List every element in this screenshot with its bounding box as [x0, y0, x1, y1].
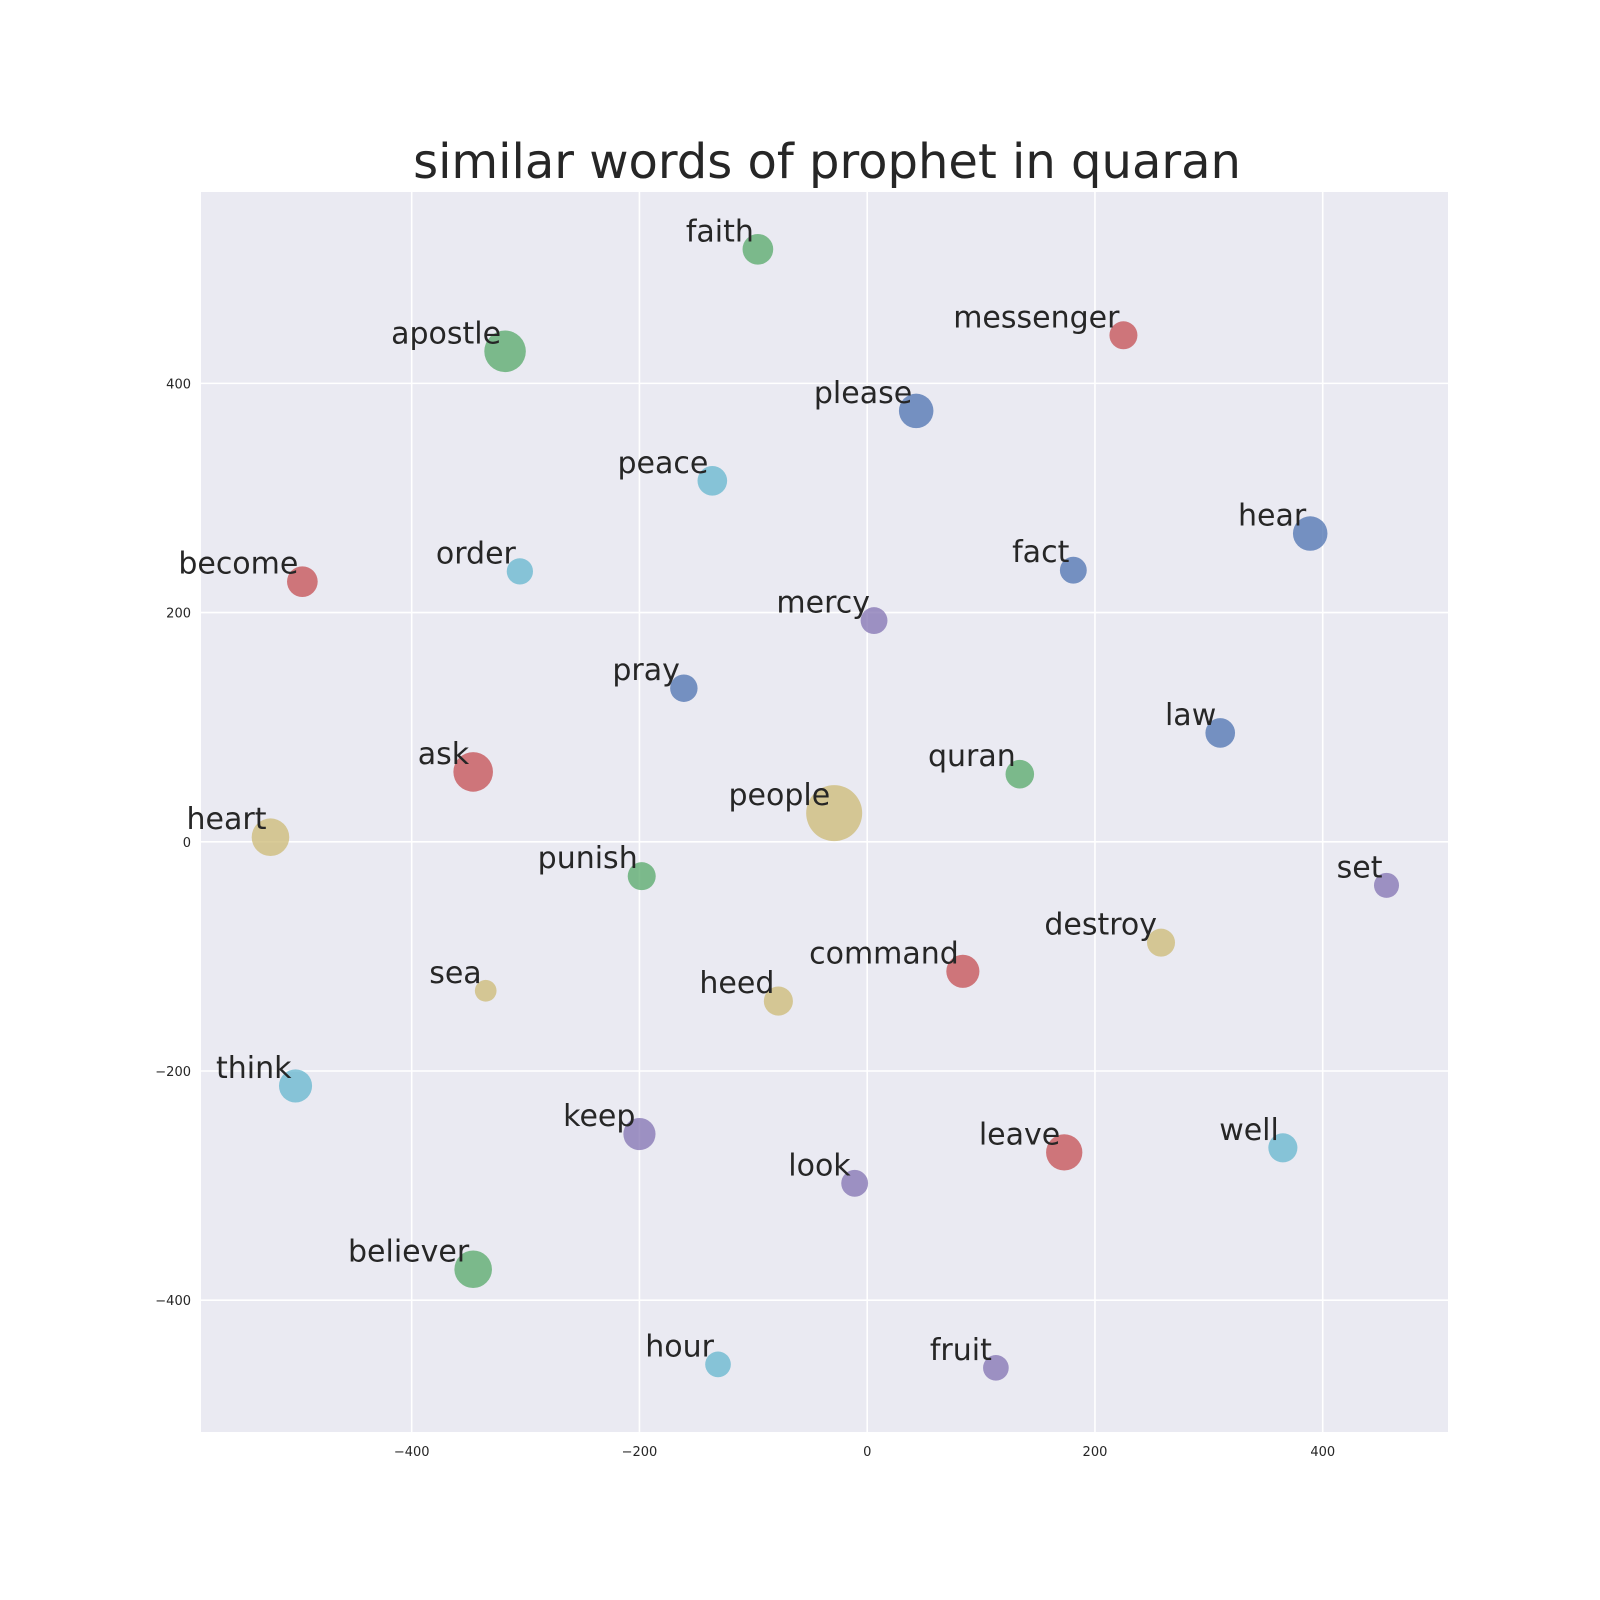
- point-mercy: [860, 607, 888, 635]
- label-peace: peace: [617, 446, 708, 481]
- point-keep: [623, 1117, 656, 1151]
- y-tick-label: −400: [155, 1294, 191, 1309]
- label-well: well: [1219, 1113, 1279, 1148]
- point-hear: [1292, 516, 1328, 551]
- point-quran: [1005, 759, 1035, 789]
- chart-title: similar words of prophet in quaran: [413, 134, 1241, 190]
- point-look: [841, 1169, 869, 1197]
- word-labels: faith messenger apostle please peace hear beco…: [178, 214, 1382, 1368]
- point-messenger: [1109, 321, 1138, 350]
- x-tick-label: 400: [1310, 1445, 1335, 1460]
- point-fact: [1059, 556, 1087, 584]
- y-tick-label: 0: [183, 836, 191, 851]
- label-fruit: fruit: [930, 1333, 992, 1368]
- label-fact: fact: [1012, 535, 1069, 570]
- point-hour: [705, 1351, 731, 1378]
- point-ask: [453, 752, 493, 792]
- point-command: [946, 954, 980, 988]
- y-tick-label: 200: [166, 607, 191, 622]
- point-peace: [697, 465, 728, 496]
- point-become: [287, 566, 318, 597]
- label-command: command: [809, 936, 959, 971]
- point-set: [1373, 872, 1400, 898]
- point-people: [806, 785, 863, 842]
- point-punish: [627, 862, 656, 891]
- x-tick-label: −200: [622, 1445, 658, 1460]
- point-faith: [742, 233, 774, 265]
- label-believer: believer: [348, 1234, 470, 1269]
- point-heed: [763, 986, 793, 1016]
- label-become: become: [178, 547, 298, 582]
- x-tick-label: 200: [1083, 1445, 1108, 1460]
- point-leave: [1046, 1134, 1083, 1171]
- point-heart: [251, 818, 290, 856]
- point-pray: [670, 674, 698, 702]
- point-well: [1268, 1133, 1298, 1163]
- y-axis-ticks: −400 −200 0 200 400: [155, 377, 191, 1309]
- label-sea: sea: [429, 956, 481, 991]
- label-set: set: [1337, 850, 1383, 885]
- label-law: law: [1165, 698, 1216, 733]
- label-leave: leave: [979, 1117, 1060, 1152]
- label-mercy: mercy: [776, 586, 870, 621]
- point-law: [1205, 718, 1236, 748]
- label-hear: hear: [1238, 499, 1307, 534]
- label-keep: keep: [563, 1099, 635, 1134]
- label-hour: hour: [645, 1329, 714, 1364]
- label-messenger: messenger: [953, 300, 1120, 335]
- label-faith: faith: [686, 214, 754, 249]
- label-apostle: apostle: [391, 316, 501, 351]
- point-think: [278, 1069, 313, 1103]
- point-believer: [454, 1250, 492, 1289]
- label-punish: punish: [538, 841, 638, 876]
- y-tick-label: 400: [166, 377, 191, 392]
- point-fruit: [983, 1354, 1009, 1381]
- label-look: look: [788, 1148, 851, 1183]
- label-heed: heed: [699, 966, 774, 1001]
- grid: [201, 192, 1448, 1432]
- label-quran: quran: [928, 739, 1016, 774]
- label-pray: pray: [612, 653, 680, 688]
- point-please: [898, 393, 934, 429]
- point-order: [506, 558, 534, 585]
- label-people: people: [728, 778, 830, 813]
- x-axis-ticks: −400 −200 0 200 400: [394, 1445, 1335, 1460]
- label-ask: ask: [418, 737, 470, 772]
- label-order: order: [436, 536, 517, 571]
- x-tick-label: −400: [394, 1445, 430, 1460]
- point-sea: [474, 979, 497, 1002]
- label-please: please: [814, 376, 912, 411]
- label-heart: heart: [187, 802, 267, 837]
- y-tick-label: −200: [155, 1065, 191, 1080]
- x-tick-label: 0: [863, 1445, 871, 1460]
- label-think: think: [216, 1051, 292, 1086]
- data-points: [251, 233, 1400, 1381]
- point-destroy: [1147, 928, 1176, 957]
- point-apostle: [484, 330, 526, 373]
- label-destroy: destroy: [1044, 908, 1157, 943]
